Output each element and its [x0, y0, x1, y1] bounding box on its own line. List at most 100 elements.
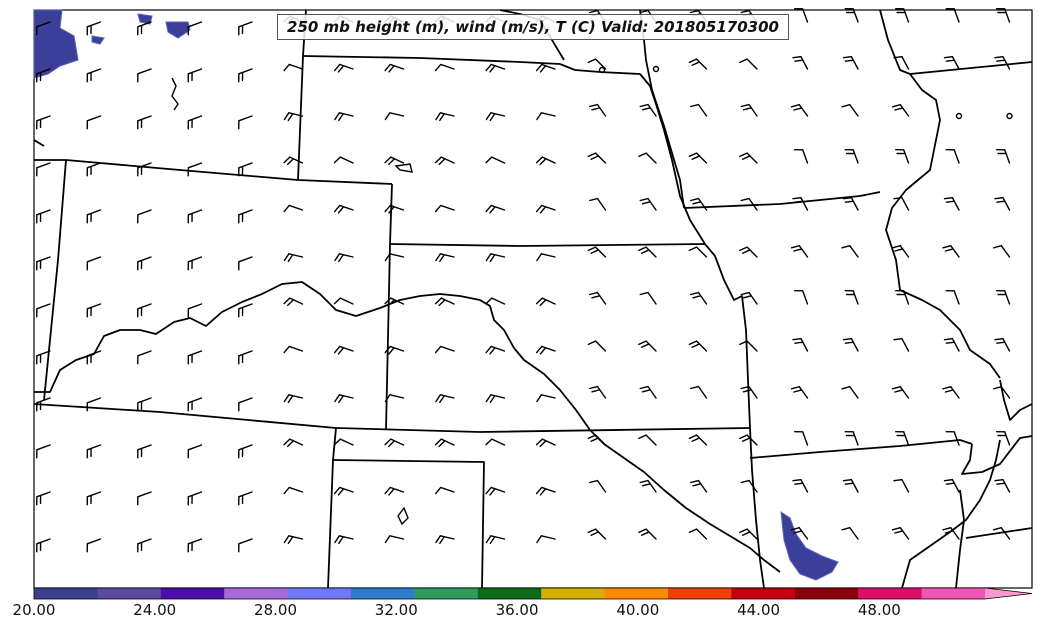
wind-barb — [86, 444, 102, 459]
colorbar-tick-label: 48.00 — [857, 601, 901, 619]
wind-barb — [740, 291, 758, 305]
wind-barb — [943, 337, 960, 352]
wind-barb — [384, 535, 405, 544]
wind-barb — [333, 486, 354, 496]
wind-barb — [333, 63, 354, 73]
wind-barb — [283, 345, 304, 354]
calm-wind-circle — [652, 65, 660, 73]
wind-barb — [187, 162, 203, 177]
wind-barb — [187, 397, 203, 412]
wind-barb — [690, 385, 708, 399]
wind-barb — [86, 397, 102, 412]
wind-barb — [485, 253, 506, 263]
wind-barb — [690, 291, 708, 305]
wind-barb — [535, 156, 556, 166]
map-frame — [33, 9, 1033, 589]
wind-barb — [36, 491, 51, 506]
wind-barb — [994, 55, 1011, 70]
wind-barb — [86, 162, 102, 177]
wind-barb — [238, 162, 253, 177]
wind-barb — [587, 58, 607, 70]
wind-barb — [434, 204, 455, 213]
wind-barb — [485, 345, 506, 355]
wind-barb — [739, 528, 758, 540]
wind-barb — [238, 538, 253, 553]
wind-barb — [942, 244, 960, 258]
wind-barb — [334, 112, 354, 122]
wind-barb — [333, 438, 354, 446]
wind-barb — [639, 479, 657, 493]
wind-barb — [587, 152, 607, 164]
wind-barb — [844, 8, 859, 23]
wind-barb — [841, 526, 859, 540]
wind-barb — [238, 303, 253, 318]
wind-barb — [638, 434, 657, 446]
colorbar-segment — [794, 588, 859, 599]
wind-barb — [434, 297, 455, 307]
wind-barb — [384, 394, 405, 403]
colorbar-segment — [97, 588, 162, 599]
wind-barb — [384, 204, 405, 214]
wind-barb — [895, 431, 910, 446]
wind-barb — [895, 290, 910, 305]
wind-barb — [434, 486, 455, 495]
wind-barb — [238, 350, 253, 365]
wind-barb — [688, 246, 708, 258]
wind-barb — [137, 303, 152, 318]
wind-barb — [844, 149, 859, 164]
wind-barb — [893, 478, 910, 493]
wind-barb — [996, 431, 1011, 446]
wind-barb — [137, 68, 152, 83]
wind-barb — [36, 256, 51, 271]
wind-barb — [238, 256, 253, 271]
wind-barb — [792, 55, 809, 70]
wind-barb — [792, 196, 809, 211]
wind-barb — [589, 103, 607, 117]
wind-barb — [589, 291, 607, 305]
wind-barb — [86, 350, 102, 365]
wind-barb — [893, 337, 910, 352]
colorbar-extend-arrow — [985, 588, 1032, 599]
wind-barb — [36, 303, 51, 318]
wind-barb — [283, 394, 304, 404]
calm-wind-circle — [955, 112, 963, 120]
wind-barb — [36, 538, 51, 553]
wind-barb — [535, 486, 556, 496]
wind-barb — [384, 345, 405, 355]
colorbar-segment — [477, 588, 542, 599]
wind-barb — [794, 8, 809, 23]
wind-barb — [790, 526, 809, 540]
wind-barb — [434, 345, 455, 354]
wind-barb — [688, 340, 708, 352]
wind-barb — [891, 526, 910, 540]
wind-barb — [36, 68, 51, 83]
wind-barb — [842, 196, 859, 211]
wind-barb — [639, 385, 657, 399]
wind-barb — [435, 394, 455, 404]
wind-barb — [283, 486, 304, 495]
wind-barb — [690, 479, 708, 493]
wind-barb — [536, 253, 556, 262]
wind-barb — [589, 479, 607, 493]
wind-barb — [283, 63, 304, 72]
wind-barb — [86, 68, 102, 83]
wind-barb — [435, 535, 455, 545]
wind-barb — [435, 112, 455, 122]
colorbar-segment — [858, 588, 923, 599]
wind-barb — [238, 209, 253, 224]
state-borders — [33, 9, 1033, 589]
colorbar-tick-label: 24.00 — [133, 601, 177, 619]
colorbar — [33, 587, 1033, 600]
wind-barb — [36, 444, 51, 459]
wind-barb — [187, 350, 203, 365]
wind-barb — [485, 486, 506, 496]
wind-barb — [895, 149, 910, 164]
wind-barb — [384, 112, 405, 121]
wind-barb — [943, 196, 960, 211]
colorbar-segment — [414, 588, 479, 599]
wind-barb — [283, 156, 304, 166]
wind-barb — [688, 58, 708, 70]
colorbar-segment — [731, 588, 796, 599]
wind-barb — [333, 345, 354, 355]
